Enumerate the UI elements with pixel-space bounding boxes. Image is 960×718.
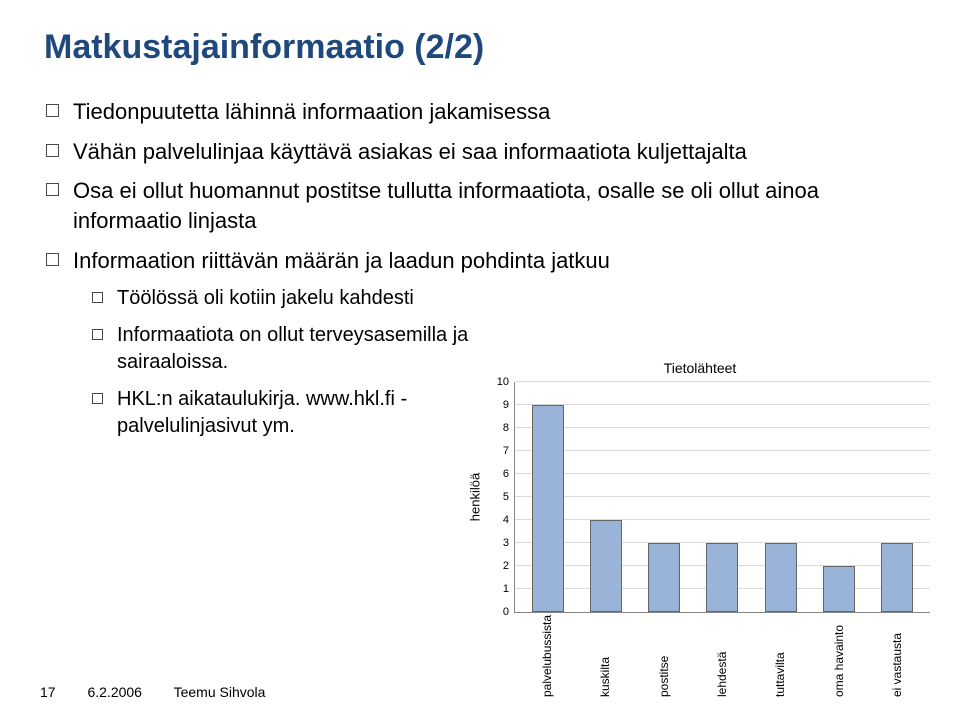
sub-bullets: Töölössä oli kotiin jakelu kahdesti Info… (40, 285, 470, 450)
chart-gridline (515, 473, 930, 474)
chart-gridline (515, 427, 930, 428)
footer-page: 17 (40, 684, 56, 700)
chart-ytick: 6 (487, 468, 509, 480)
chart-ytick: 4 (487, 514, 509, 526)
bullet-text: Osa ei ollut huomannut postitse tullutta… (73, 176, 920, 235)
bullet-text: Tiedonpuutetta lähinnä informaation jaka… (73, 97, 920, 127)
chart-xlabel: tuttavilta (773, 617, 787, 697)
chart-xlabel: lehdestä (715, 617, 729, 697)
footer-date: 6.2.2006 (87, 684, 142, 700)
chart-gridline (515, 381, 930, 382)
bullet-icon (92, 393, 103, 404)
chart-ytick: 5 (487, 491, 509, 503)
chart-gridline (515, 450, 930, 451)
bullet-icon (46, 183, 59, 196)
sub-bullet-item: Informaatiota on ollut terveysasemilla j… (92, 322, 470, 376)
bullet-text: Töölössä oli kotiin jakelu kahdesti (117, 285, 470, 312)
chart-title: Tietolähteet (470, 360, 930, 376)
chart-bar (881, 543, 913, 612)
bullet-text: HKL:n aikataulukirja. www.hkl.fi -palvel… (117, 386, 470, 440)
bullet-icon (46, 144, 59, 157)
chart-ytick: 3 (487, 537, 509, 549)
chart-gridline (515, 404, 930, 405)
chart-ytick: 10 (487, 376, 509, 388)
chart-gridline (515, 496, 930, 497)
chart-ytick: 7 (487, 445, 509, 457)
chart-ytick: 2 (487, 560, 509, 572)
chart-xlabel: ei vastausta (890, 617, 904, 697)
bullet-icon (92, 329, 103, 340)
chart-bar (590, 520, 622, 612)
chart-ytick: 1 (487, 583, 509, 595)
chart-bar (706, 543, 738, 612)
bullet-item: Informaation riittävän määrän ja laadun … (46, 246, 920, 276)
sub-bullet-item: Töölössä oli kotiin jakelu kahdesti (92, 285, 470, 312)
chart-ylabel: henkilöä (468, 473, 483, 521)
chart-plot-area: henkilöä 012345678910 (514, 382, 930, 613)
sub-bullet-item: HKL:n aikataulukirja. www.hkl.fi -palvel… (92, 386, 470, 440)
bullet-icon (92, 292, 103, 303)
chart-bar (532, 405, 564, 612)
bullet-text: Vähän palvelulinjaa käyttävä asiakas ei … (73, 137, 920, 167)
bullet-icon (46, 253, 59, 266)
chart-xlabels: palvelubussista kuskilta postitse lehdestä t… (514, 613, 930, 697)
chart-xlabel: palvelubussista (540, 617, 554, 697)
chart-bar (765, 543, 797, 612)
chart-xlabel: oma havainto (832, 617, 846, 697)
chart-xlabel: kuskilta (598, 617, 612, 697)
footer-author: Teemu Sihvola (174, 684, 266, 700)
chart-ytick: 0 (487, 606, 509, 618)
chart-gridline (515, 519, 930, 520)
bullet-item: Osa ei ollut huomannut postitse tullutta… (46, 176, 920, 235)
slide: Matkustajainformaatio (2/2) Tiedonpuutet… (0, 0, 960, 718)
chart-tietolahteet: Tietolähteet henkilöä 012345678910 palve… (470, 360, 930, 680)
bullet-item: Tiedonpuutetta lähinnä informaation jaka… (46, 97, 920, 127)
bullet-icon (46, 104, 59, 117)
slide-footer: 17 6.2.2006 Teemu Sihvola (40, 684, 293, 700)
chart-xlabel: postitse (657, 617, 671, 697)
chart-ytick: 8 (487, 422, 509, 434)
chart-bar (648, 543, 680, 612)
bullet-text: Informaatiota on ollut terveysasemilla j… (117, 322, 470, 376)
bullet-text: Informaation riittävän määrän ja laadun … (73, 246, 920, 276)
chart-ytick: 9 (487, 399, 509, 411)
bullet-item: Vähän palvelulinjaa käyttävä asiakas ei … (46, 137, 920, 167)
chart-bar (823, 566, 855, 612)
page-title: Matkustajainformaatio (2/2) (44, 28, 920, 67)
